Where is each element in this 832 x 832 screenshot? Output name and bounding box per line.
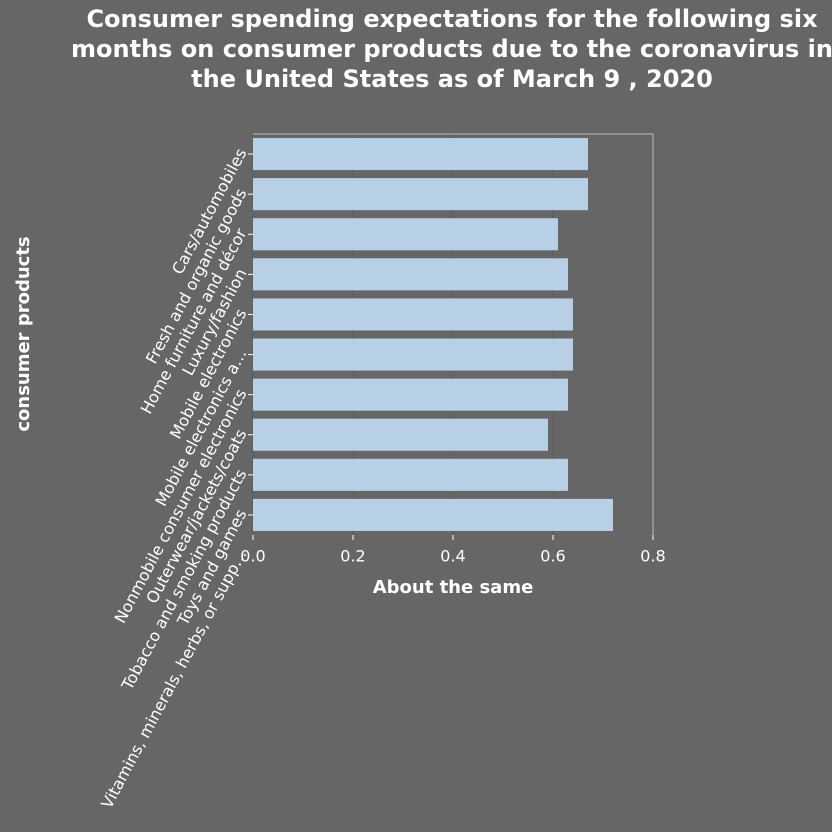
x-tick-label: 0.6 [540, 547, 565, 566]
bar [253, 458, 568, 491]
chart-title: Consumer spending expectations for the f… [71, 5, 832, 93]
bar [253, 338, 573, 371]
bar [253, 378, 568, 411]
bar [253, 178, 588, 211]
x-tick-label: 0.8 [640, 547, 665, 566]
bar [253, 138, 588, 171]
bar [253, 298, 573, 331]
bar [253, 418, 548, 451]
bar [253, 258, 568, 291]
bar [253, 498, 613, 531]
x-tick-label: 0.2 [340, 547, 365, 566]
y-axis-label: consumer products [13, 236, 34, 431]
x-tick-label: 0.0 [240, 547, 265, 566]
x-axis-label: About the same [373, 577, 534, 598]
bar [253, 218, 558, 251]
x-tick-label: 0.4 [440, 547, 465, 566]
